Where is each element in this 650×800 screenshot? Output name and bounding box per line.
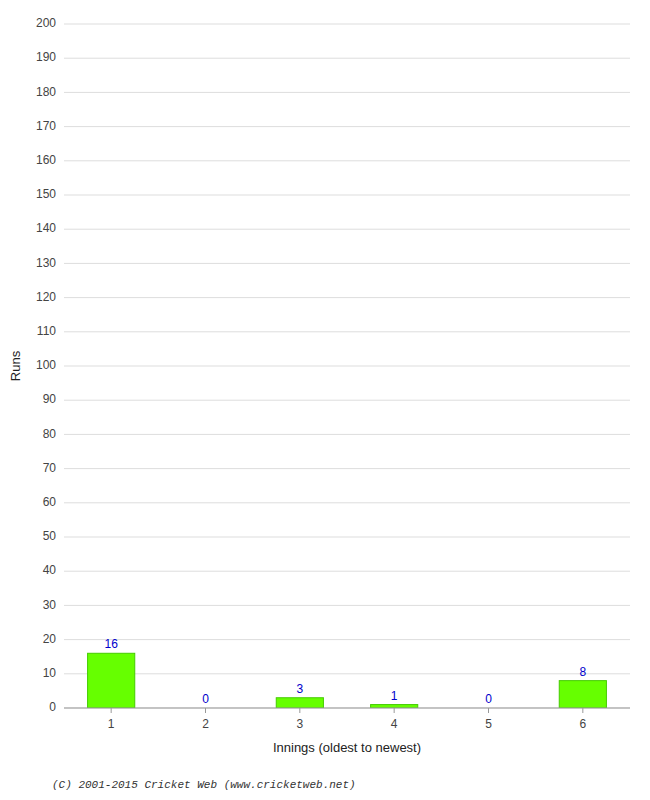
x-tick-label: 4 [391,717,398,731]
data-label: 8 [579,665,586,679]
grid-line [64,366,630,367]
y-tick-label: 120 [36,290,56,304]
y-tick-label: 190 [36,50,56,64]
y-tick-label: 10 [43,666,57,680]
y-tick-label: 110 [37,324,56,338]
chart-container: 0102030405060708090100110120130140150160… [0,0,650,800]
y-tick-label: 70 [43,461,57,475]
x-tick-label: 2 [202,717,209,731]
y-tick-label: 180 [36,85,56,99]
bar [276,698,323,708]
y-tick-label: 100 [36,358,56,372]
chart-svg: 0102030405060708090100110120130140150160… [0,0,650,800]
y-tick-label: 160 [36,153,56,167]
y-tick-label: 130 [36,256,56,270]
y-tick-label: 170 [36,119,56,133]
y-tick-label: 20 [43,632,57,646]
data-label: 1 [391,689,398,703]
x-tick-label: 3 [296,717,303,731]
grid-line [64,58,630,59]
grid-line [64,126,630,127]
y-tick-label: 90 [43,392,57,406]
x-tick [582,708,583,713]
grid-line [64,605,630,606]
x-tick [394,708,395,713]
x-tick-label: 6 [579,717,586,731]
y-tick-label: 200 [36,16,56,30]
grid-line [64,229,630,230]
grid-line [64,331,630,332]
y-tick-label: 60 [43,495,57,509]
bar [559,681,606,708]
y-axis-title: Runs [8,350,23,381]
grid-line [64,160,630,161]
data-label: 16 [104,637,118,651]
data-label: 0 [485,692,492,706]
grid-line [64,263,630,264]
x-tick [205,708,206,713]
data-label: 0 [202,692,209,706]
data-label: 3 [296,682,303,696]
y-tick-label: 30 [43,598,57,612]
x-tick [488,708,489,713]
grid [64,24,630,708]
grid-line [64,502,630,503]
x-tick-label: 5 [485,717,492,731]
bars [88,653,607,708]
grid-line [64,434,630,435]
x-tick-label: 1 [108,717,115,731]
grid-line [64,400,630,401]
y-tick-label: 50 [43,529,57,543]
grid-line [64,639,630,640]
x-tick [111,708,112,713]
y-tick-label: 140 [36,221,56,235]
x-axis-title: Innings (oldest to newest) [273,740,421,755]
footer: (C) 2001-2015 Cricket Web (www.cricketwe… [52,779,356,791]
grid-line [64,537,630,538]
y-tick-label: 40 [43,563,57,577]
grid-line [64,92,630,93]
grid-line [64,571,630,572]
x-axis-line [64,708,630,709]
y-tick-label: 80 [43,427,57,441]
grid-line [64,468,630,469]
y-tick-label: 150 [36,187,56,201]
x-tick [299,708,300,713]
bar [88,653,135,708]
grid-line [64,297,630,298]
y-tick-label: 0 [49,700,56,714]
plot: 0102030405060708090100110120130140150160… [8,16,630,755]
bar [371,705,418,708]
grid-line [64,24,630,25]
grid-line [64,708,630,709]
grid-line [64,195,630,196]
grid-line [64,673,630,674]
